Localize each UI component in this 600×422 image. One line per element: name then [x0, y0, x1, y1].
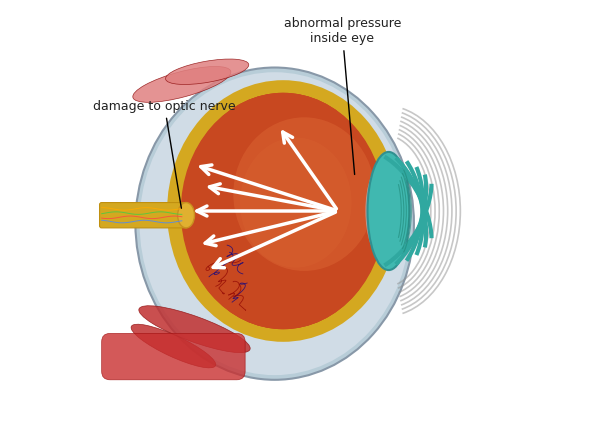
Ellipse shape — [167, 80, 399, 342]
Ellipse shape — [182, 93, 385, 329]
Ellipse shape — [131, 324, 216, 368]
Ellipse shape — [133, 67, 231, 102]
Ellipse shape — [240, 138, 352, 268]
Ellipse shape — [166, 59, 249, 84]
Ellipse shape — [178, 203, 194, 228]
Text: damage to optic nerve: damage to optic nerve — [93, 100, 236, 208]
Ellipse shape — [368, 152, 410, 270]
Ellipse shape — [182, 93, 385, 329]
Ellipse shape — [140, 72, 410, 375]
Text: abnormal pressure
inside eye: abnormal pressure inside eye — [284, 17, 401, 174]
Ellipse shape — [233, 117, 375, 271]
FancyBboxPatch shape — [101, 333, 245, 380]
Ellipse shape — [365, 165, 399, 257]
Ellipse shape — [181, 93, 385, 329]
Ellipse shape — [136, 68, 414, 380]
Ellipse shape — [139, 306, 250, 353]
FancyBboxPatch shape — [100, 203, 188, 228]
